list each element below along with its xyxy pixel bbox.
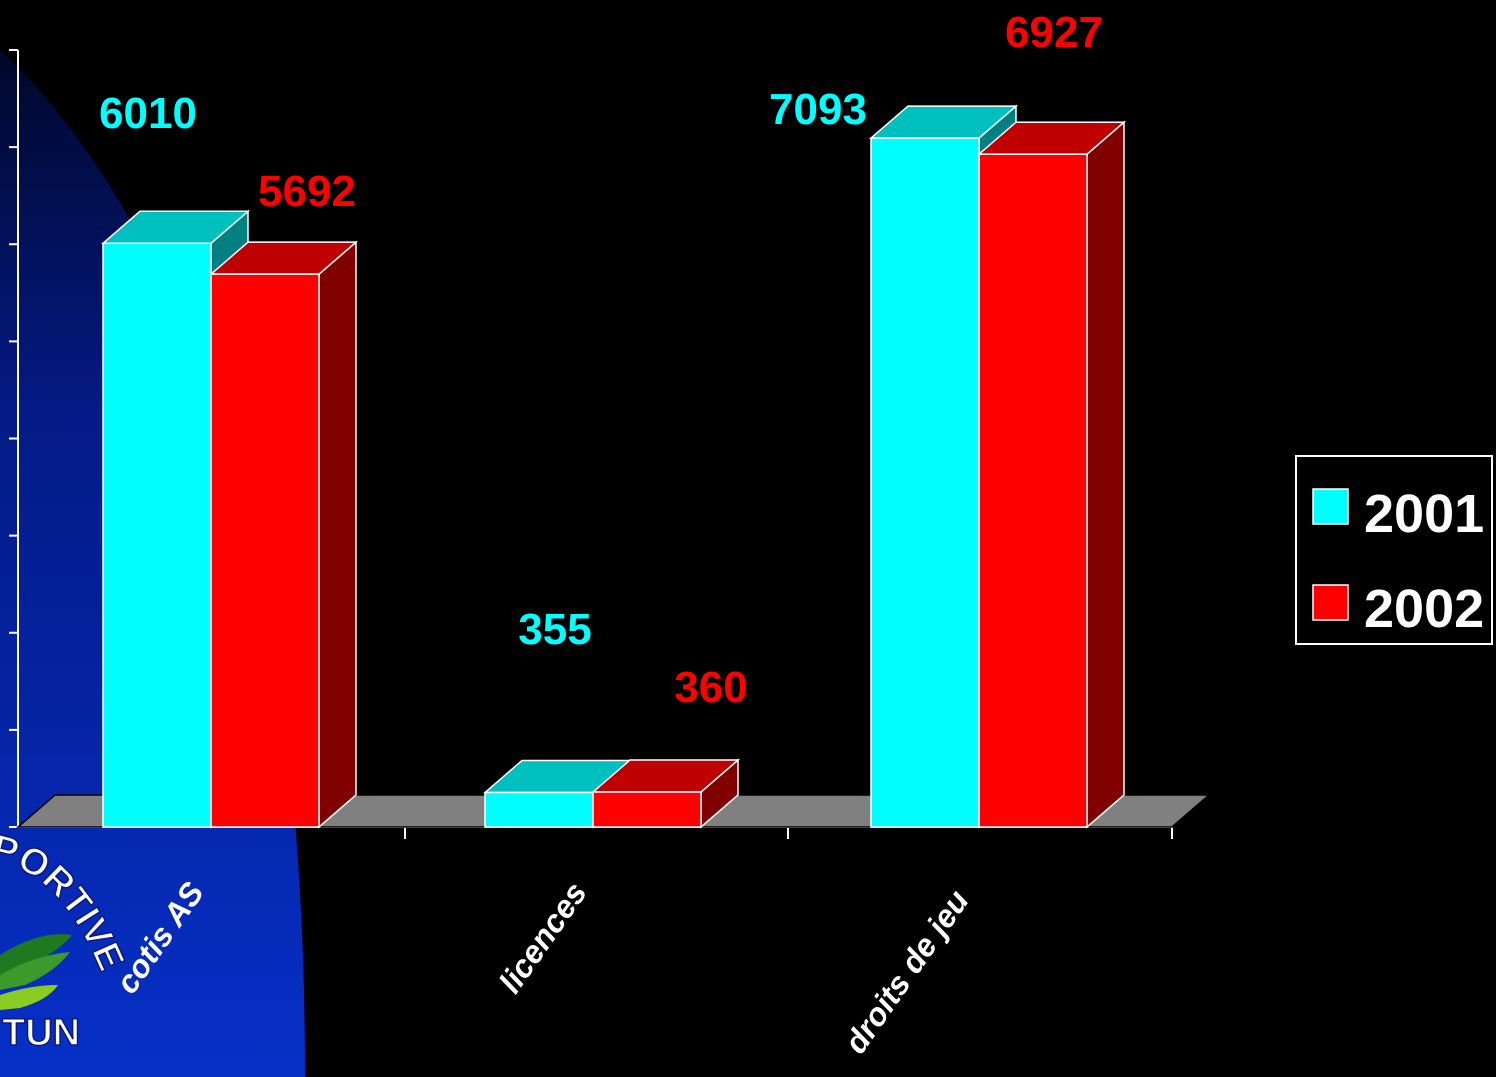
bar-side-face bbox=[1086, 120, 1125, 829]
bar-2002-cotis-AS bbox=[208, 240, 359, 829]
data-label-2001-droits-de-jeu: 7093 bbox=[769, 85, 867, 134]
bar-front-face bbox=[870, 137, 980, 828]
bars bbox=[100, 104, 1127, 829]
data-label-2001-licences: 355 bbox=[518, 605, 591, 654]
category-label-licences: licences bbox=[492, 875, 594, 999]
bar-front-face bbox=[592, 791, 702, 828]
bar-side-face bbox=[318, 240, 357, 829]
data-label-2002-licences: 360 bbox=[674, 663, 747, 712]
legend-label-2001: 2001 bbox=[1364, 484, 1484, 544]
data-labels: 6010 5692 355 360 7093 6927 bbox=[99, 8, 1103, 712]
bar-front-face bbox=[102, 242, 212, 828]
bar-front-face bbox=[484, 791, 594, 828]
logo-bottom-text: TUN bbox=[2, 1012, 80, 1054]
bar-front-face bbox=[978, 153, 1088, 828]
data-label-2002-cotis-AS: 5692 bbox=[258, 167, 356, 216]
category-label-droits-de-jeu: droits de jeu bbox=[837, 883, 976, 1059]
bar-2002-droits-de-jeu bbox=[976, 120, 1127, 829]
legend-swatch-2002 bbox=[1312, 584, 1349, 621]
legend-swatch-2001 bbox=[1312, 488, 1349, 525]
bar-2002-licences bbox=[590, 758, 741, 829]
data-label-2001-cotis-AS: 6010 bbox=[99, 89, 197, 138]
data-label-2002-droits-de-jeu: 6927 bbox=[1005, 8, 1103, 57]
legend-label-2002: 2002 bbox=[1364, 579, 1484, 639]
legend: 2001 2002 bbox=[1295, 455, 1493, 645]
bar-front-face bbox=[210, 273, 320, 828]
